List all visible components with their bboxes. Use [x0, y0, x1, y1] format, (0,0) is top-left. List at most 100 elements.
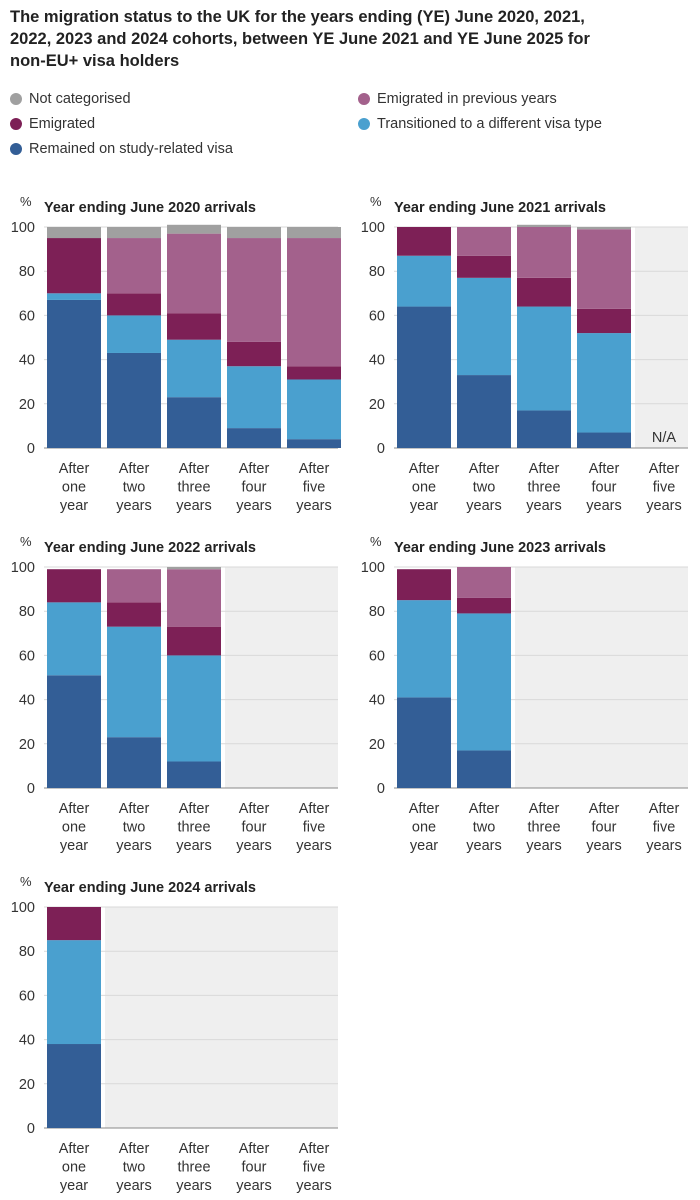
bar-segment-transitioned-to-a-different-visa-type-1 — [47, 940, 101, 1045]
bar-segment-emigrated-in-previous-years-4 — [227, 238, 281, 342]
no-data-region — [515, 567, 688, 788]
chart-title: The migration status to the UK for the y… — [10, 8, 590, 70]
x-tick-label-4: After four years — [236, 1141, 271, 1194]
y-tick-label-0: 0 — [27, 441, 35, 457]
x-tick-label-5: After five years — [296, 801, 331, 854]
y-tick-label-80: 80 — [19, 604, 35, 620]
no-data-region — [225, 567, 338, 788]
bar-segment-remained-on-study-related-visa-3 — [517, 410, 571, 448]
bar-segment-remained-on-study-related-visa-2 — [457, 750, 511, 788]
legend-swatch-emigrated-previous — [358, 93, 370, 105]
bar-segment-remained-on-study-related-visa-1 — [397, 306, 451, 448]
y-tick-label-0: 0 — [27, 781, 35, 797]
bar-segment-transitioned-to-a-different-visa-type-1 — [47, 293, 101, 300]
bar-segment-transitioned-to-a-different-visa-type-1 — [397, 600, 451, 698]
y-tick-label-40: 40 — [369, 693, 385, 709]
bar-segment-not-categorised-5 — [287, 227, 341, 239]
bar-segment-emigrated-1 — [47, 569, 101, 603]
x-tick-label-2: After two years — [466, 801, 501, 854]
bar-segment-transitioned-to-a-different-visa-type-3 — [167, 655, 221, 762]
panel-title: Year ending June 2021 arrivals — [394, 200, 606, 216]
y-tick-label-20: 20 — [19, 397, 35, 413]
bar-segment-emigrated-3 — [167, 313, 221, 340]
x-tick-label-1: After one year — [59, 801, 90, 854]
y-tick-label-60: 60 — [369, 308, 385, 324]
bar-segment-emigrated-in-previous-years-2 — [457, 567, 511, 598]
legend-swatch-not-categorised — [10, 93, 22, 105]
bar-segment-emigrated-in-previous-years-4 — [577, 229, 631, 309]
bar-segment-emigrated-in-previous-years-5 — [287, 238, 341, 367]
x-tick-label-5: After five years — [646, 801, 681, 854]
legend-label-emigrated-previous: Emigrated in previous years — [377, 91, 557, 107]
y-tick-label-60: 60 — [19, 308, 35, 324]
x-tick-label-1: After one year — [409, 801, 440, 854]
y-tick-label-60: 60 — [19, 988, 35, 1004]
legend-label-not-categorised: Not categorised — [29, 91, 131, 107]
x-tick-label-2: After two years — [466, 461, 501, 514]
y-tick-label-20: 20 — [369, 397, 385, 413]
bar-segment-emigrated-in-previous-years-2 — [107, 238, 161, 294]
bar-segment-emigrated-2 — [457, 255, 511, 278]
bar-segment-transitioned-to-a-different-visa-type-3 — [517, 306, 571, 411]
x-tick-label-3: After three years — [526, 801, 561, 854]
x-tick-label-2: After two years — [116, 461, 151, 514]
y-axis-unit-label: % — [20, 194, 32, 209]
legend-item-remained: Remained on study-related visa — [10, 138, 233, 160]
x-tick-label-3: After three years — [176, 1141, 211, 1194]
bar-segment-transitioned-to-a-different-visa-type-4 — [227, 366, 281, 429]
legend-item-emigrated: Emigrated — [10, 113, 95, 135]
na-annotation: N/A — [652, 430, 677, 446]
no-data-region — [635, 227, 688, 448]
bar-segment-remained-on-study-related-visa-2 — [107, 737, 161, 788]
x-tick-label-5: After five years — [646, 461, 681, 514]
bar-segment-transitioned-to-a-different-visa-type-3 — [167, 339, 221, 398]
bar-segment-remained-on-study-related-visa-5 — [287, 439, 341, 448]
bar-segment-remained-on-study-related-visa-1 — [47, 299, 101, 448]
bar-segment-not-categorised-3 — [167, 567, 221, 570]
bar-segment-emigrated-in-previous-years-3 — [167, 233, 221, 314]
x-tick-label-1: After one year — [59, 461, 90, 514]
bar-segment-transitioned-to-a-different-visa-type-4 — [577, 333, 631, 433]
panel-title: Year ending June 2022 arrivals — [44, 540, 256, 556]
bar-segment-transitioned-to-a-different-visa-type-1 — [397, 255, 451, 307]
y-tick-label-80: 80 — [19, 944, 35, 960]
y-axis-unit-label: % — [370, 194, 382, 209]
x-tick-label-5: After five years — [296, 461, 331, 514]
x-tick-label-4: After four years — [586, 801, 621, 854]
legend-swatch-emigrated — [10, 118, 22, 130]
bar-segment-emigrated-3 — [517, 277, 571, 307]
bar-segment-not-categorised-4 — [577, 227, 631, 230]
bar-segment-transitioned-to-a-different-visa-type-2 — [457, 277, 511, 376]
bar-segment-remained-on-study-related-visa-3 — [167, 761, 221, 788]
bar-segment-remained-on-study-related-visa-2 — [457, 375, 511, 448]
bar-segment-transitioned-to-a-different-visa-type-2 — [107, 315, 161, 353]
bar-segment-remained-on-study-related-visa-4 — [227, 428, 281, 448]
y-tick-label-40: 40 — [369, 353, 385, 369]
legend-item-transitioned: Transitioned to a different visa type — [358, 113, 602, 135]
bar-segment-transitioned-to-a-different-visa-type-2 — [457, 613, 511, 751]
panel-title: Year ending June 2020 arrivals — [44, 200, 256, 216]
x-tick-label-2: After two years — [116, 801, 151, 854]
legend-label-emigrated: Emigrated — [29, 116, 96, 132]
y-tick-label-100: 100 — [361, 560, 385, 576]
legend-label-transitioned: Transitioned to a different visa type — [377, 116, 602, 132]
panel-title: Year ending June 2023 arrivals — [394, 540, 606, 556]
y-tick-label-100: 100 — [11, 220, 35, 236]
y-tick-label-20: 20 — [19, 737, 35, 753]
legend-swatch-transitioned — [358, 118, 370, 130]
bar-segment-remained-on-study-related-visa-1 — [47, 1044, 101, 1128]
bar-segment-not-categorised-3 — [167, 224, 221, 234]
chart-panel-cohort-2020: 0 20 40 60 80 100% Year ending June 2020 arriv… — [11, 194, 341, 514]
legend-label-remained: Remained on study-related visa — [29, 141, 233, 157]
bar-segment-emigrated-1 — [47, 907, 101, 941]
bar-segment-remained-on-study-related-visa-1 — [47, 675, 101, 788]
y-tick-label-80: 80 — [369, 604, 385, 620]
y-tick-label-40: 40 — [19, 1033, 35, 1049]
x-tick-label-4: After four years — [236, 461, 271, 514]
x-tick-label-2: After two years — [116, 1141, 151, 1194]
y-tick-label-40: 40 — [19, 353, 35, 369]
y-tick-label-0: 0 — [27, 1121, 35, 1137]
legend: Not categorised Emigrated in previous ye… — [0, 88, 700, 163]
y-tick-label-60: 60 — [369, 648, 385, 664]
